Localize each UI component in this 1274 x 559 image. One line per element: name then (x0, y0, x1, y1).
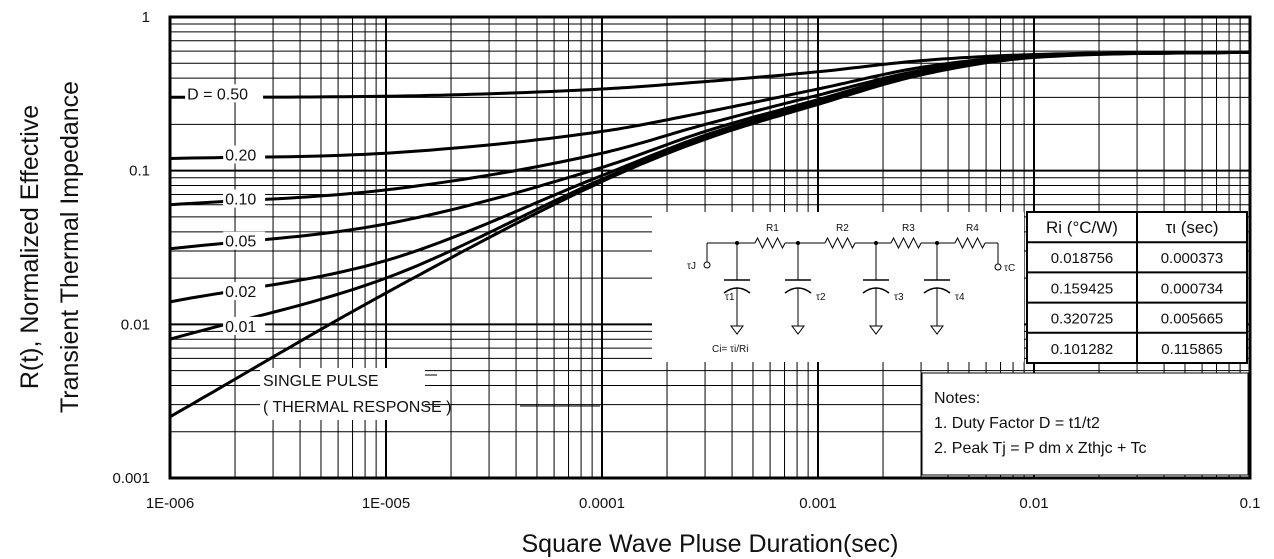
tj-label: τJ (687, 261, 696, 272)
resistor-label: R4 (966, 223, 979, 234)
table-cell: 0.000734 (1161, 280, 1224, 297)
y-tick-label: 0.1 (129, 163, 150, 180)
curve-label-background (223, 189, 266, 208)
table-cell: 0.159425 (1051, 280, 1114, 297)
y-axis-title-line2: Transient Thermal Impedance (56, 81, 84, 413)
tick-labels: 1E-006 1E-005 0.0001 0.001 0.01 0.1 1 0.1 0.01 0.… (112, 9, 1260, 512)
curve-label-background (223, 145, 266, 164)
x-tick-label: 1E-006 (146, 495, 194, 512)
curve-label-background (223, 282, 266, 301)
ground-icon (730, 325, 744, 335)
resistor-label: R1 (766, 223, 779, 234)
curve-label: 0.02 (225, 284, 256, 301)
tc-label: τC (1004, 263, 1015, 274)
resistor-label: R3 (902, 223, 915, 234)
rc-network-inset: τJ τC R1 R2 R3 R4 τ1 τ2 τ3 τ4 Ci= τi/Ri (652, 212, 1024, 362)
table-header-cell: τι (sec) (1166, 218, 1219, 237)
ground-icon (869, 325, 883, 335)
curve-label: 0.01 (225, 319, 256, 336)
capacitor-label: τ2 (816, 292, 826, 303)
capacitor-label: τ1 (725, 292, 735, 303)
curve-label-background (185, 84, 264, 103)
resistor-label: R2 (836, 223, 849, 234)
curve-label: 0.20 (225, 147, 256, 164)
single-pulse-annotation: SINGLE PULSE ( THERMAL RESPONSE ) (260, 368, 600, 420)
table-cell: 0.018756 (1051, 250, 1114, 267)
thermal-response-label: ( THERMAL RESPONSE ) (263, 399, 451, 416)
y-tick-label: 0.001 (112, 470, 150, 487)
rc-parameter-table: Ri (°C/W) τι (sec) 0.018756 0.000373 0.15942… (1026, 211, 1248, 364)
resistor-icon (754, 236, 786, 250)
notes-line-1: 1. Duty Factor D = t1/t2 (934, 415, 1100, 432)
table-cell: 0.101282 (1051, 341, 1114, 358)
capacitor-label: τ3 (894, 292, 904, 303)
notes-title: Notes: (934, 390, 980, 407)
x-tick-label: 0.01 (1019, 495, 1048, 512)
table-cell: 0.320725 (1051, 311, 1114, 328)
ground-icon (791, 325, 805, 335)
x-tick-label: 0.1 (1240, 495, 1261, 512)
curve-label: D = 0.50 (187, 86, 248, 103)
x-tick-label: 0.0001 (579, 495, 625, 512)
resistor-icon (954, 236, 986, 250)
curve-label: 0.10 (225, 192, 256, 209)
y-axis-title-line1: R(t), Normalized Effective (16, 105, 44, 389)
curve-label-background (223, 231, 266, 250)
curve-label-background (223, 316, 266, 335)
x-tick-label: 0.001 (799, 495, 837, 512)
capacitor-label: τ4 (955, 292, 965, 303)
y-tick-label: 1 (142, 9, 150, 26)
ground-icon (930, 325, 944, 335)
y-tick-label: 0.01 (121, 316, 150, 333)
foster-rc-network: τJ τC R1 R2 R3 R4 τ1 τ2 τ3 τ4 Ci= τi/Ri (687, 223, 1015, 355)
table-cell: 0.115865 (1161, 341, 1222, 358)
x-axis-title: Square Wave Pluse Duration(sec) (521, 530, 898, 558)
curves: D = 0.50 0.20 0.10 0.05 0.02 0.01 (169, 50, 1251, 419)
resistor-icon (890, 236, 922, 250)
duty-curve-0 (170, 50, 1251, 99)
capacitance-formula: Ci= τi/Ri (712, 344, 748, 355)
curve-label: 0.05 (225, 234, 256, 251)
table-cell: 0.005665 (1161, 311, 1224, 328)
tc-terminal (994, 263, 1002, 271)
duty-curve-6 (169, 50, 1251, 419)
table-header-cell: Ri (°C/W) (1046, 218, 1118, 237)
duty-curve-1 (169, 50, 1251, 160)
notes-line-2: 2. Peak Tj = P dm x Zthjc + Tc (934, 440, 1147, 457)
x-tick-label: 1E-005 (362, 495, 410, 512)
notes-box: Notes: 1. Duty Factor D = t1/t2 2. Peak … (921, 372, 1249, 476)
resistor-icon (824, 236, 856, 250)
table-cell: 0.000373 (1161, 250, 1224, 267)
single-pulse-label: SINGLE PULSE (263, 373, 379, 390)
